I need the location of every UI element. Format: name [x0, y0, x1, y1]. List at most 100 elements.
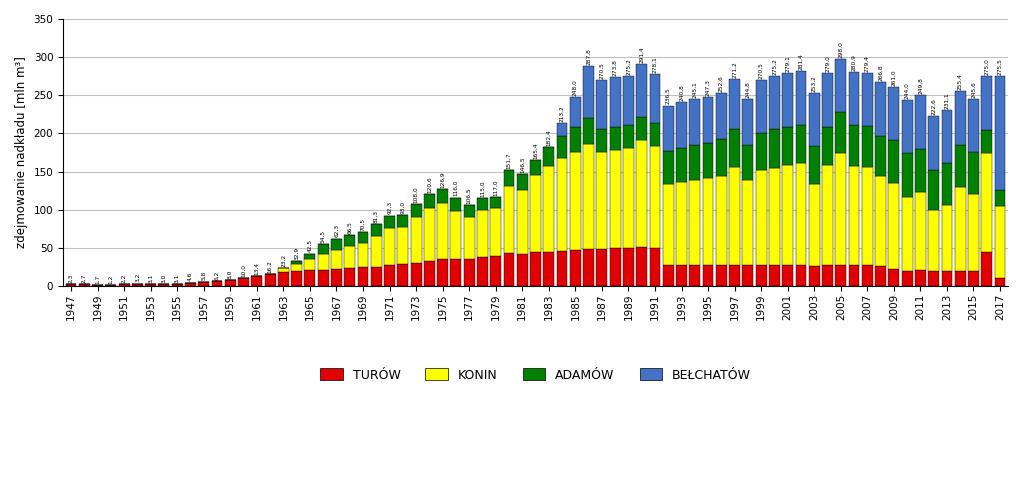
- Bar: [875, 83, 886, 136]
- Bar: [477, 210, 488, 257]
- Bar: [305, 259, 315, 270]
- Text: 106,5: 106,5: [466, 187, 472, 204]
- Text: 275,5: 275,5: [997, 58, 1003, 75]
- Bar: [318, 254, 328, 269]
- Text: 281,4: 281,4: [799, 53, 803, 70]
- Bar: [477, 198, 488, 210]
- Bar: [623, 148, 634, 248]
- Bar: [901, 100, 913, 153]
- Bar: [463, 258, 475, 286]
- Text: 151,7: 151,7: [506, 152, 512, 169]
- Bar: [849, 165, 859, 265]
- Bar: [384, 228, 395, 265]
- Bar: [756, 80, 766, 133]
- Text: 32,9: 32,9: [295, 247, 299, 260]
- Bar: [517, 174, 528, 190]
- Text: 108,0: 108,0: [413, 186, 418, 203]
- Bar: [954, 91, 966, 144]
- Bar: [357, 244, 368, 267]
- Text: 236,5: 236,5: [666, 88, 671, 105]
- Bar: [238, 278, 249, 286]
- Bar: [875, 266, 886, 286]
- Bar: [225, 280, 235, 286]
- Bar: [212, 281, 222, 286]
- Bar: [650, 145, 661, 248]
- Bar: [570, 250, 581, 286]
- Bar: [994, 190, 1006, 206]
- Text: 5,8: 5,8: [202, 271, 207, 280]
- Bar: [557, 124, 568, 135]
- Bar: [822, 165, 833, 265]
- Text: 3,2: 3,2: [135, 273, 140, 282]
- Bar: [743, 180, 753, 265]
- Bar: [463, 217, 475, 258]
- Bar: [530, 175, 541, 252]
- Bar: [849, 125, 859, 165]
- Bar: [503, 186, 515, 253]
- Bar: [636, 117, 648, 140]
- Bar: [861, 126, 873, 167]
- Text: 231,1: 231,1: [944, 92, 949, 109]
- Bar: [729, 79, 740, 128]
- Legend: TURÓW, KONIN, ADAMÓW, BEŁCHATÓW: TURÓW, KONIN, ADAMÓW, BEŁCHATÓW: [315, 364, 756, 386]
- Bar: [822, 73, 833, 126]
- Bar: [610, 149, 621, 248]
- Bar: [543, 147, 554, 166]
- Text: 244,0: 244,0: [904, 82, 909, 99]
- Bar: [397, 215, 408, 227]
- Bar: [743, 265, 753, 286]
- Bar: [663, 184, 674, 265]
- Text: 213,2: 213,2: [560, 106, 565, 122]
- Text: 4,6: 4,6: [188, 272, 193, 281]
- Bar: [716, 93, 726, 139]
- Text: 278,1: 278,1: [653, 56, 658, 73]
- Bar: [357, 232, 368, 244]
- Bar: [570, 127, 581, 152]
- Bar: [650, 248, 661, 286]
- Bar: [849, 265, 859, 286]
- Bar: [756, 133, 766, 170]
- Text: 3,0: 3,0: [162, 273, 167, 283]
- Bar: [490, 197, 501, 208]
- Bar: [769, 265, 780, 286]
- Text: 92,3: 92,3: [387, 201, 392, 215]
- Text: 62,3: 62,3: [333, 225, 339, 238]
- Text: 275,0: 275,0: [984, 58, 989, 75]
- Text: 273,8: 273,8: [613, 59, 618, 76]
- Text: 252,6: 252,6: [719, 75, 724, 92]
- Bar: [145, 284, 157, 286]
- Bar: [331, 239, 342, 249]
- Bar: [968, 194, 979, 271]
- Bar: [596, 129, 608, 152]
- Bar: [292, 271, 302, 286]
- Bar: [703, 265, 713, 286]
- Bar: [345, 236, 355, 247]
- Bar: [530, 160, 541, 175]
- Text: 222,6: 222,6: [931, 98, 936, 115]
- Text: 1,7: 1,7: [95, 274, 100, 284]
- Bar: [65, 284, 77, 286]
- Bar: [450, 259, 461, 286]
- Bar: [623, 248, 634, 286]
- Text: 249,8: 249,8: [918, 77, 923, 94]
- Bar: [809, 93, 819, 146]
- Bar: [703, 143, 713, 178]
- Bar: [623, 125, 634, 148]
- Bar: [477, 257, 488, 286]
- Bar: [861, 265, 873, 286]
- Text: 23,2: 23,2: [281, 254, 285, 267]
- Y-axis label: zdejmowanie nadkładu [mln m³]: zdejmowanie nadkładu [mln m³]: [15, 57, 28, 249]
- Bar: [503, 253, 515, 286]
- Bar: [650, 74, 661, 123]
- Text: 116,0: 116,0: [453, 180, 458, 196]
- Bar: [450, 211, 461, 259]
- Text: 13,4: 13,4: [255, 261, 259, 275]
- Bar: [610, 248, 621, 286]
- Bar: [729, 167, 740, 265]
- Text: 245,6: 245,6: [971, 81, 976, 98]
- Bar: [836, 152, 846, 265]
- Text: 275,2: 275,2: [772, 58, 776, 75]
- Bar: [370, 266, 382, 286]
- Bar: [410, 263, 421, 286]
- Bar: [901, 197, 913, 271]
